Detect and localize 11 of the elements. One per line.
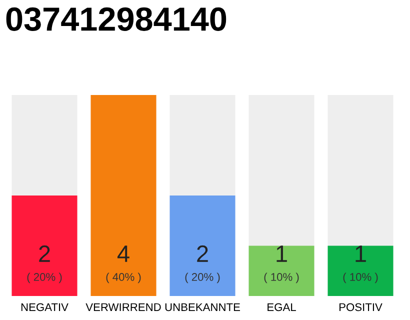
x-tick-label: POSITIV (339, 303, 382, 312)
data-label: 2 ( 20% ) (27, 245, 62, 284)
x-tick-label: EGAL (268, 303, 296, 312)
data-label: 1 ( 10% ) (264, 246, 299, 284)
data-label: 4 ( 40% ) (106, 246, 141, 284)
data-label: 1 ( 10% ) (343, 246, 378, 284)
data-label: 2 ( 20% ) (185, 245, 220, 284)
x-tick-label: UNBEKANNTE (165, 303, 240, 312)
chart-title: 037412984140 (6, 7, 226, 31)
x-tick-label: NEGATIV (21, 303, 68, 312)
x-tick-label: VERWIRREND (86, 303, 161, 311)
